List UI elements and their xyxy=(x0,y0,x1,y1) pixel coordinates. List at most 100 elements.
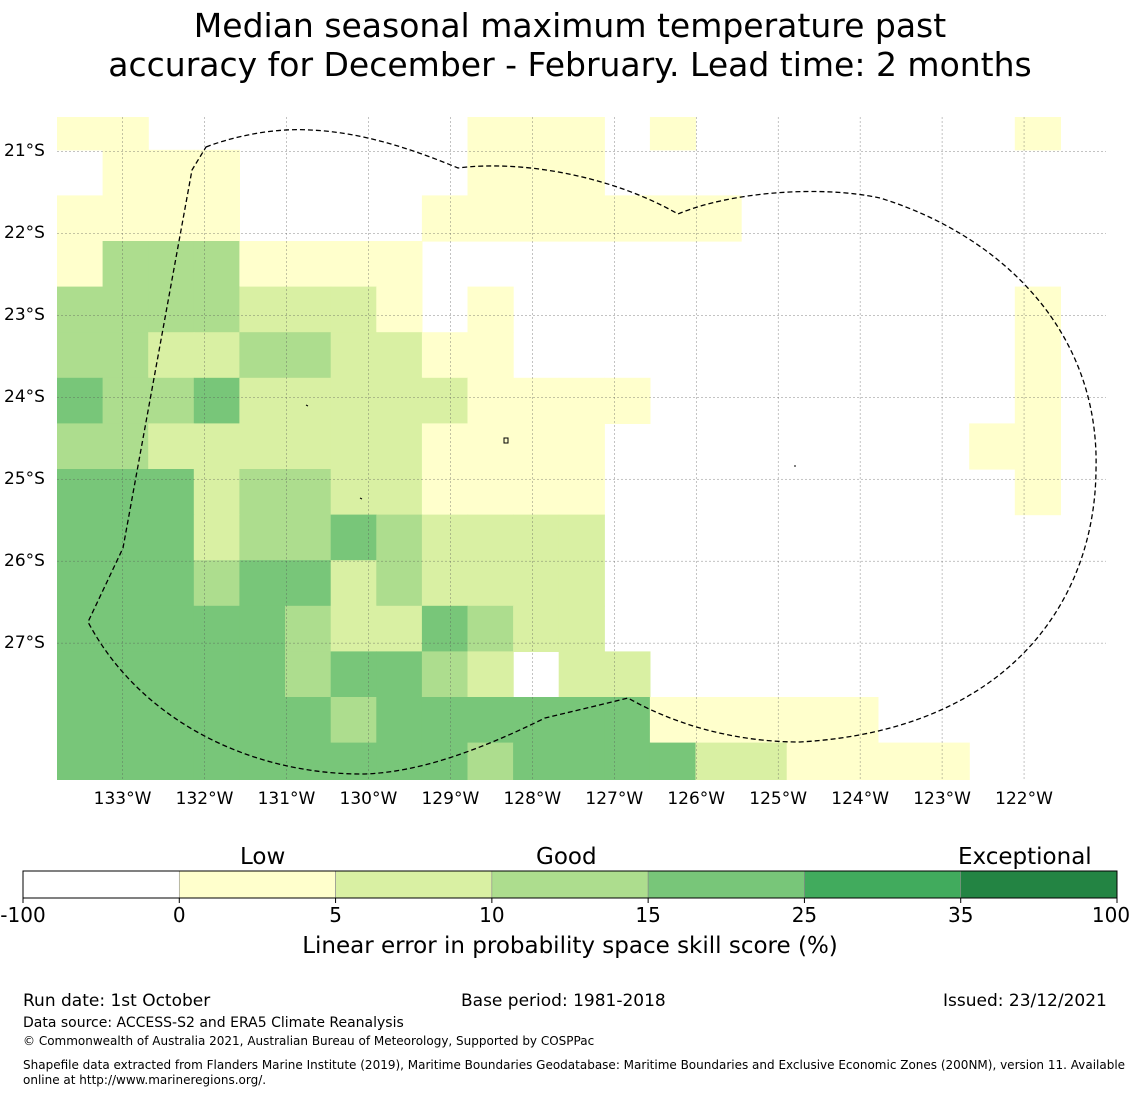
grid-cell xyxy=(513,605,560,652)
grid-cell xyxy=(421,697,469,744)
grid-cell xyxy=(148,195,195,242)
grid-cell xyxy=(604,377,651,424)
shapefile-credit-2: online at http://www.marineregions.org/. xyxy=(23,1073,267,1087)
grid-cell xyxy=(193,377,240,424)
grid-cell xyxy=(513,469,560,516)
grid-cell xyxy=(330,560,377,607)
grid-cell xyxy=(376,469,423,516)
grid-cell xyxy=(604,742,651,780)
grid-cell xyxy=(57,332,104,379)
shapefile-credit-1: Shapefile data extracted from Flanders M… xyxy=(23,1058,1126,1072)
lon-tick-label: 126°W xyxy=(667,789,726,809)
grid-cell xyxy=(285,560,332,607)
grid-cell xyxy=(696,925,742,930)
grid-cell xyxy=(239,742,286,780)
grid-cell xyxy=(239,560,286,607)
colorbar-tick-label: 25 xyxy=(791,903,818,927)
grid-cell xyxy=(604,195,651,242)
grid-cell xyxy=(467,423,514,470)
grid-cell xyxy=(194,925,240,930)
grid-cell xyxy=(239,697,286,744)
grid-cell xyxy=(285,697,332,744)
grid-cell xyxy=(513,423,560,470)
grid-cell xyxy=(57,469,104,516)
grid-cell xyxy=(467,560,514,607)
grid-cell xyxy=(421,423,469,470)
grid-cell xyxy=(285,377,332,424)
grid-cell xyxy=(102,332,149,379)
grid-cell xyxy=(376,651,423,698)
colorbar-tick-label: 5 xyxy=(329,903,342,927)
grid-cell xyxy=(102,423,149,470)
colorbar-segment xyxy=(804,870,962,899)
grid-cell xyxy=(57,195,104,242)
colorbar-segment xyxy=(178,870,336,899)
grid-cell xyxy=(467,514,514,561)
grid-cell xyxy=(376,514,423,561)
grid-cell xyxy=(193,469,240,516)
grid-cell xyxy=(102,651,149,698)
lon-tick-label: 130°W xyxy=(339,789,398,809)
grid-cell xyxy=(467,149,514,196)
grid-cell xyxy=(57,560,104,607)
grid-cell xyxy=(148,149,195,196)
grid-cell xyxy=(102,149,149,196)
grid-cell xyxy=(969,925,1015,930)
grid-cell xyxy=(239,423,286,470)
grid-cell xyxy=(148,605,195,652)
lat-tick-label: 25°S xyxy=(4,469,45,490)
grid-cell xyxy=(467,605,514,652)
island-marks xyxy=(305,404,796,500)
colorbar-tick-label: 10 xyxy=(479,903,505,927)
grid-cell xyxy=(330,286,377,333)
grid-cell xyxy=(467,377,514,424)
grid-cell xyxy=(239,332,286,379)
grid-cell xyxy=(330,514,377,561)
grid-cell xyxy=(330,377,377,424)
lat-tick-label: 26°S xyxy=(4,551,45,572)
grid-cell xyxy=(102,377,149,424)
grid-cell xyxy=(330,469,377,516)
grid-cell xyxy=(285,742,332,780)
grid-cell xyxy=(376,286,423,333)
grid-cell xyxy=(148,286,195,333)
grid-cell xyxy=(193,514,240,561)
grid-cell xyxy=(376,423,423,470)
lat-tick-label: 21°S xyxy=(4,141,45,162)
lon-tick-label: 132°W xyxy=(175,789,234,809)
grid-cell xyxy=(467,286,514,333)
grid-cell xyxy=(376,925,422,930)
grid-cell xyxy=(467,195,514,242)
grid-cell xyxy=(467,332,514,379)
grid-cell xyxy=(57,423,104,470)
colorbar-tick-label: -100 xyxy=(0,903,46,927)
grid-cell xyxy=(695,195,742,242)
grid-cell xyxy=(330,423,377,470)
grid-cell xyxy=(330,697,377,744)
grid-cell xyxy=(285,423,332,470)
legend-label-exceptional: Exceptional xyxy=(958,844,1092,870)
grid-cell xyxy=(148,560,195,607)
colorbar-segment xyxy=(335,870,493,899)
lon-tick-label: 128°W xyxy=(503,789,562,809)
grid-cell xyxy=(421,332,469,379)
grid-cell xyxy=(285,286,332,333)
grid-cell xyxy=(422,925,468,930)
lon-tick-label: 123°W xyxy=(913,789,971,809)
grid-cell xyxy=(57,514,104,561)
colorbar-segment xyxy=(647,870,805,899)
grid-cell xyxy=(239,241,286,288)
grid-cell xyxy=(239,514,286,561)
lat-tick-label: 27°S xyxy=(4,633,45,654)
grid-cell xyxy=(604,651,651,698)
grid-cell xyxy=(330,241,377,288)
grid-cell xyxy=(57,605,104,652)
grid-cell xyxy=(376,560,423,607)
grid-cell xyxy=(786,742,833,780)
lat-tick-label: 22°S xyxy=(4,223,45,244)
grid-cell xyxy=(148,241,195,288)
grid-cell xyxy=(103,925,149,930)
grid-cell xyxy=(421,742,469,780)
grid-cell xyxy=(376,332,423,379)
grid-cell xyxy=(741,925,787,930)
